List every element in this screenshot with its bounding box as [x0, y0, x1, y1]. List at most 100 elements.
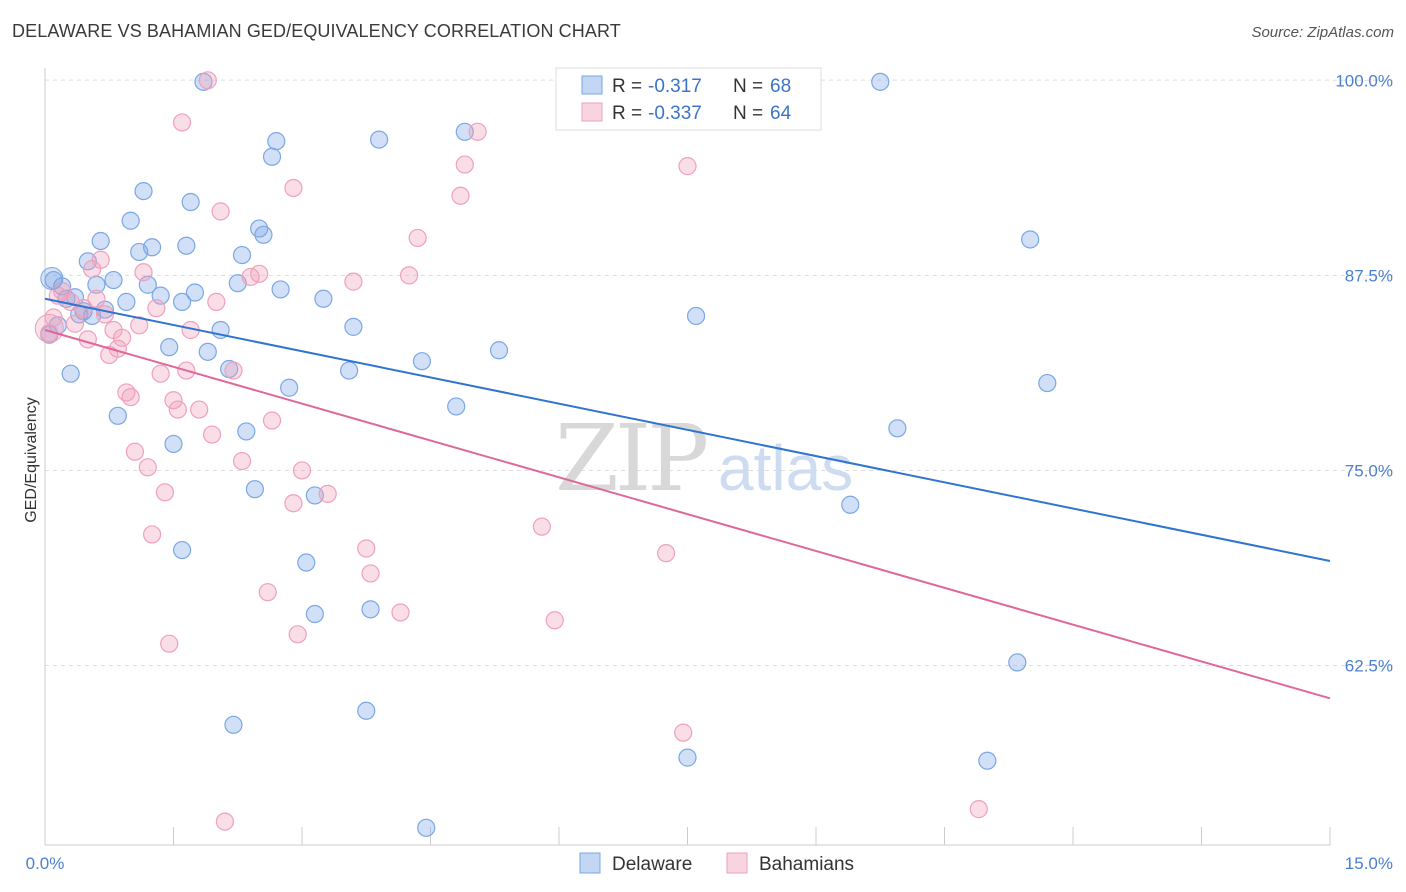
- bahamians-point: [147, 299, 166, 318]
- delaware-point: [370, 130, 389, 149]
- delaware-point: [224, 715, 243, 734]
- delaware-point: [61, 364, 80, 383]
- bahamians-point: [112, 328, 132, 347]
- bahamians-point: [532, 517, 551, 536]
- bahamians-point: [674, 723, 693, 742]
- bahamians-point: [215, 812, 234, 831]
- bahamians-point: [34, 313, 64, 343]
- bahamians-point: [318, 484, 337, 503]
- legend-label: Delaware: [612, 854, 692, 875]
- bahamians-point: [455, 155, 474, 174]
- watermark-atlas: atlas: [718, 432, 853, 504]
- bahamians-point: [969, 800, 988, 819]
- bahamians-point: [361, 564, 380, 583]
- delaware-point: [164, 434, 183, 454]
- delaware-point: [447, 397, 466, 416]
- bahamians-point: [151, 364, 170, 383]
- bahamians-point: [391, 603, 410, 622]
- bahamians-point: [121, 387, 140, 407]
- delaware-point: [978, 751, 997, 770]
- delaware-point: [297, 553, 316, 572]
- bahamians-point: [292, 461, 312, 480]
- bahamians-point: [78, 330, 97, 349]
- bahamians-point: [202, 425, 222, 444]
- stats-n-label: N =: [733, 76, 763, 97]
- bahamians-point: [138, 458, 157, 477]
- bahamians-trend-line: [44, 329, 1331, 700]
- delaware-point: [305, 604, 324, 624]
- delaware-point: [181, 192, 200, 212]
- delaware-point: [40, 266, 64, 290]
- bahamians-point: [198, 71, 217, 90]
- bahamians-point: [130, 316, 149, 335]
- delaware-point: [1008, 653, 1027, 672]
- bahamians-point: [288, 625, 307, 644]
- delaware-point: [237, 422, 256, 441]
- bahamians-point: [258, 583, 277, 602]
- delaware-point: [280, 378, 299, 397]
- y-tick-label: 87.5%: [1345, 266, 1393, 285]
- x-tick-label: 0.0%: [26, 854, 65, 873]
- chart-source: Source: ZipAtlas.com: [1251, 24, 1394, 41]
- bahamians-point: [87, 289, 106, 308]
- delaware-point: [678, 748, 697, 767]
- bahamians-point: [232, 451, 252, 471]
- bahamians-point: [678, 157, 697, 176]
- bahamians-point: [284, 494, 303, 513]
- delaware-point: [91, 231, 110, 251]
- bahamians-point: [399, 266, 419, 285]
- stats-legend: [555, 67, 822, 131]
- delaware-point: [361, 600, 380, 619]
- delaware-point: [412, 352, 432, 371]
- stats-legend-swatch: [581, 75, 603, 95]
- bahamians-point: [65, 314, 85, 333]
- bahamians-point: [155, 483, 175, 502]
- delaware-point: [271, 280, 290, 299]
- delaware-point: [841, 495, 860, 514]
- delaware-point: [142, 238, 162, 257]
- delaware-point: [177, 236, 196, 255]
- bahamians-point: [160, 634, 179, 653]
- bahamians-point: [262, 411, 282, 430]
- legend-label: Bahamians: [759, 854, 854, 875]
- y-tick-label: 100.0%: [1335, 71, 1393, 90]
- delaware-point: [232, 245, 252, 265]
- bahamians-point: [164, 391, 183, 410]
- bahamians-point: [91, 250, 110, 269]
- delaware-point: [121, 211, 140, 230]
- delaware-point: [1021, 230, 1040, 249]
- delaware-point: [340, 361, 359, 380]
- watermark-zip: ZIP: [555, 405, 706, 512]
- bahamians-point: [656, 544, 676, 563]
- bahamians-point: [545, 611, 564, 630]
- delaware-point: [245, 480, 264, 499]
- legend-swatch: [726, 852, 748, 874]
- delaware-point: [417, 818, 436, 837]
- x-tick-label: 15.0%: [1345, 854, 1393, 873]
- bahamians-point: [190, 400, 209, 419]
- stats-r-value: -0.337: [648, 103, 702, 124]
- chart-title: DELAWARE VS BAHAMIAN GED/EQUIVALENCY COR…: [12, 21, 621, 41]
- delaware-trend-line: [44, 297, 1331, 562]
- stats-r-value: -0.317: [648, 76, 702, 97]
- delaware-point: [262, 147, 282, 166]
- delaware-point: [104, 270, 123, 290]
- delaware-point: [344, 317, 363, 336]
- stats-r-label: R =: [612, 76, 642, 97]
- delaware-point: [489, 341, 509, 360]
- delaware-point: [254, 225, 273, 244]
- bahamians-point: [211, 202, 230, 221]
- bahamians-point: [250, 264, 269, 283]
- delaware-point: [108, 406, 127, 425]
- bahamians-point: [125, 442, 145, 461]
- delaware-point: [357, 701, 376, 720]
- bahamians-point: [357, 539, 376, 558]
- bahamians-point: [168, 400, 187, 419]
- stats-r-label: R =: [612, 103, 642, 124]
- bahamians-point: [142, 525, 162, 544]
- legend-swatch: [579, 852, 601, 874]
- delaware-point: [172, 292, 192, 311]
- bahamians-point: [44, 308, 63, 327]
- stats-legend-swatch: [581, 102, 603, 122]
